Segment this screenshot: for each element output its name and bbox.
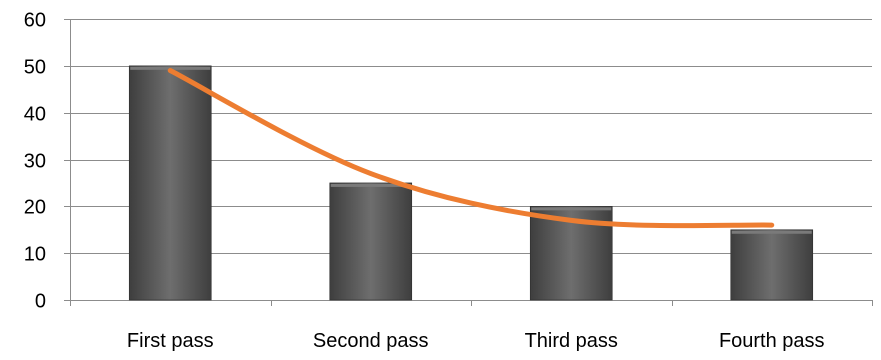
bars — [128, 65, 814, 301]
bar-highlight — [731, 230, 812, 234]
x-tick-label: Third pass — [525, 330, 618, 352]
y-tick-label: 60 — [24, 10, 46, 32]
y-tick-label: 50 — [24, 57, 46, 79]
bar — [730, 229, 814, 301]
tick-labels: 0 10 20 30 40 50 60 First pass Second pass Third … — [24, 10, 825, 353]
x-tick-label: Fourth pass — [719, 330, 825, 352]
bar-highlight — [531, 207, 612, 211]
x-tick-label: Second pass — [313, 330, 429, 352]
x-tick-label: First pass — [127, 330, 214, 352]
y-tick-label: 30 — [24, 151, 46, 173]
y-tick-label: 0 — [35, 291, 46, 313]
bar — [329, 182, 413, 301]
trendline-layer — [167, 68, 775, 229]
trendline — [167, 68, 775, 229]
bar — [128, 65, 212, 301]
bar-highlight — [330, 183, 411, 187]
axes — [64, 19, 873, 306]
y-tick-label: 40 — [24, 104, 46, 126]
y-tick-label: 20 — [24, 197, 46, 219]
y-tick-label: 10 — [24, 244, 46, 266]
